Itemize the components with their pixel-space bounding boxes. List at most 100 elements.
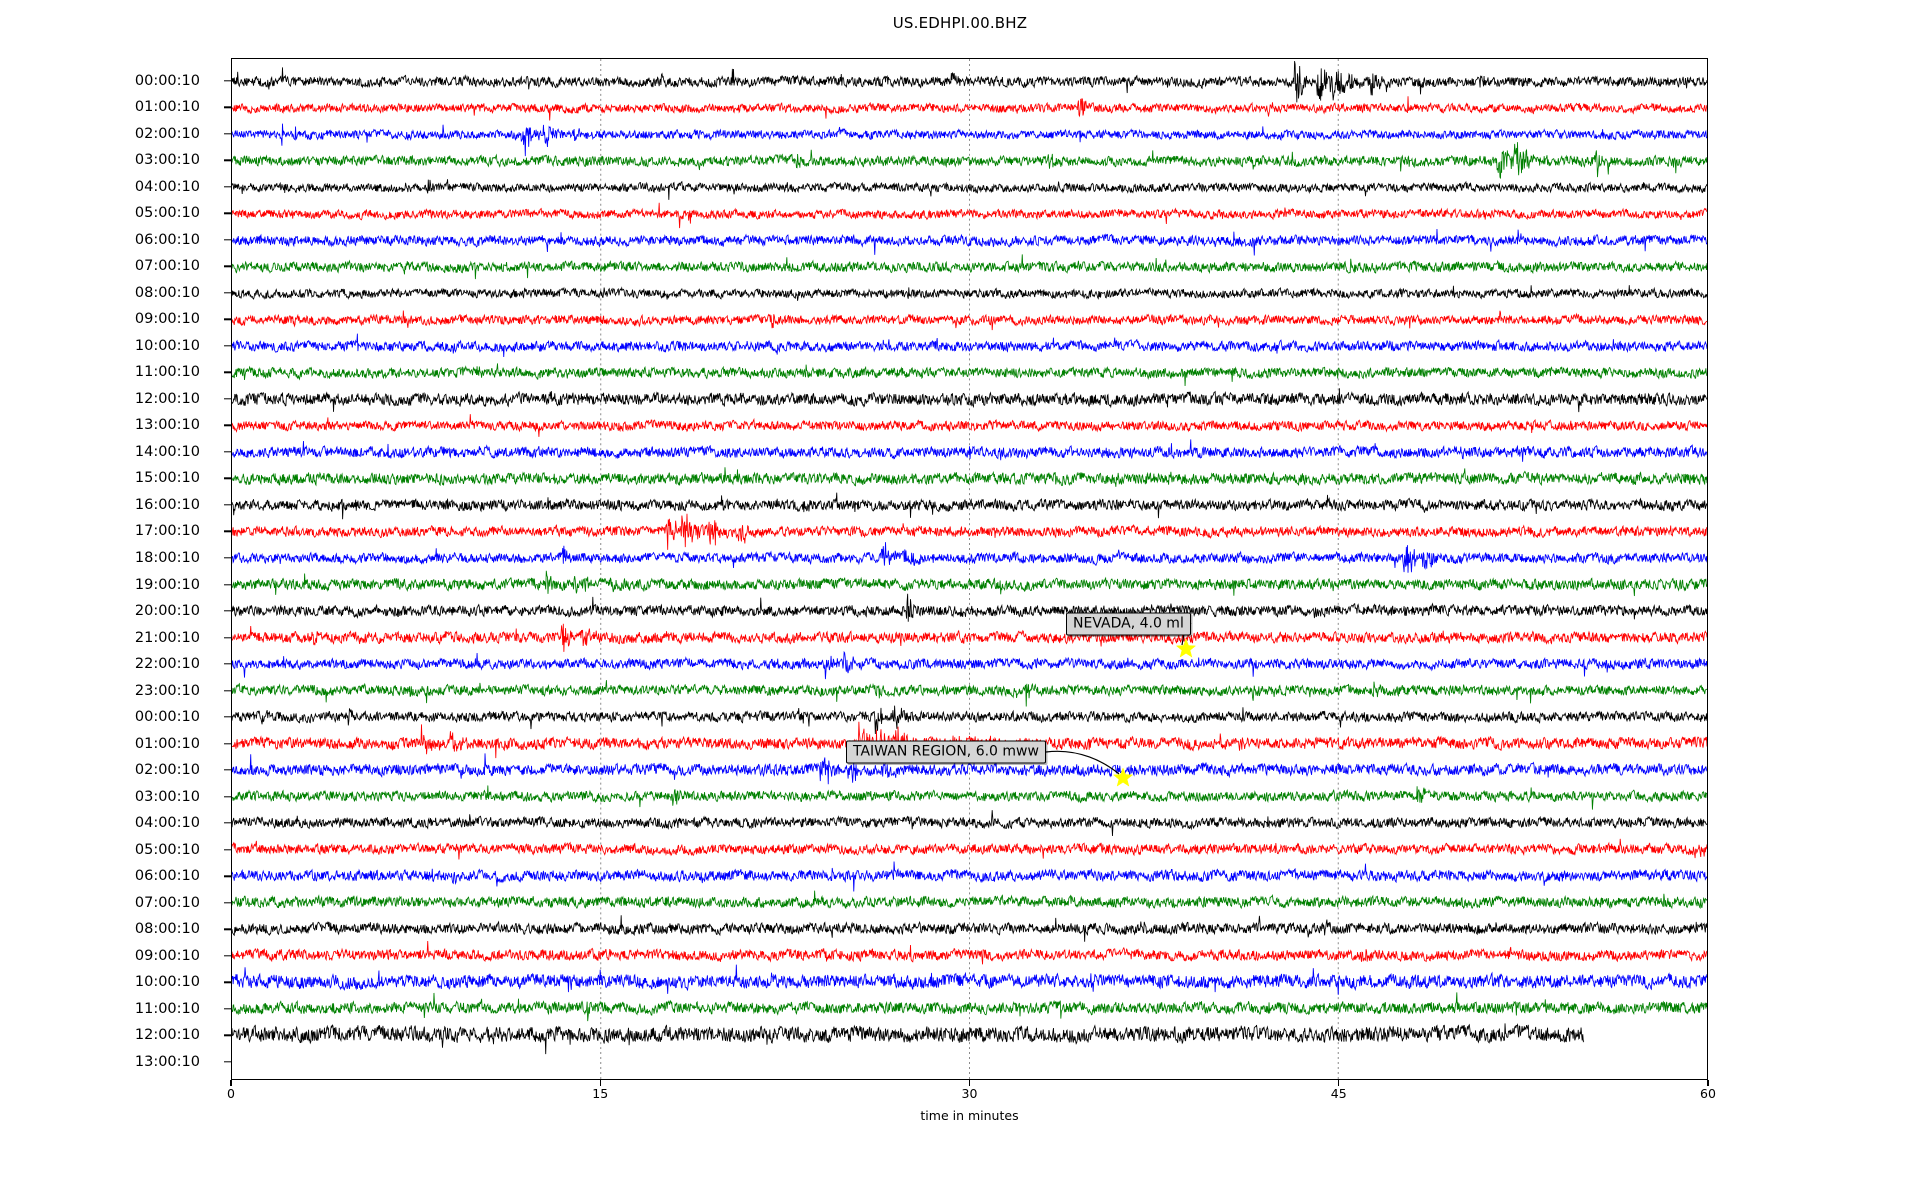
event-annotation-nevada[interactable]: NEVADA, 4.0 ml (1066, 612, 1191, 636)
y-axis-tick-mark (224, 954, 231, 957)
y-axis-tick-label: 06:00:10 (134, 868, 200, 885)
y-axis-tick-mark (224, 689, 231, 692)
x-axis-tick-mark (1707, 1080, 1709, 1086)
seismic-trace (232, 439, 1707, 461)
y-axis-tick-label: 01:00:10 (134, 99, 200, 116)
seismic-trace (232, 285, 1707, 301)
y-axis-tick-label: 11:00:10 (134, 364, 200, 381)
seismic-trace (232, 571, 1707, 596)
y-axis-tick-mark (224, 848, 231, 851)
y-axis-tick-label: 18:00:10 (134, 549, 200, 566)
seismic-trace (232, 722, 1707, 760)
y-axis-tick-mark (224, 1034, 231, 1036)
y-axis-tick-label: 05:00:10 (134, 205, 200, 222)
y-axis-tick-mark (224, 371, 231, 374)
y-axis-tick-label: 00:00:10 (134, 709, 200, 726)
y-axis-tick-mark (224, 610, 231, 612)
y-axis-tick-label: 04:00:10 (134, 815, 200, 832)
y-axis-tick-label: 09:00:10 (134, 947, 200, 964)
y-axis-tick-label: 01:00:10 (134, 735, 200, 752)
y-axis-tick-mark (224, 557, 231, 559)
y-axis-tick-label: 03:00:10 (134, 788, 200, 805)
y-axis-tick-label: 02:00:10 (134, 762, 200, 779)
seismic-trace (232, 680, 1707, 706)
y-axis-tick-label: 05:00:10 (134, 841, 200, 858)
plot-area (231, 58, 1708, 1080)
seismic-trace (232, 388, 1707, 412)
x-axis-tick-mark (599, 1080, 601, 1086)
y-axis-tick-label: 22:00:10 (134, 656, 200, 673)
y-axis-tick-mark (224, 345, 231, 347)
y-axis-tick-mark (224, 636, 231, 639)
y-axis-tick-mark (224, 504, 231, 506)
y-axis-tick-mark (224, 1061, 231, 1063)
seismic-trace (232, 363, 1707, 385)
seismic-trace (232, 142, 1707, 178)
y-axis-tick-mark (224, 1007, 231, 1010)
seismic-trace (232, 1023, 1584, 1054)
y-axis-tick-mark (224, 477, 231, 480)
x-axis-tick-label: 0 (227, 1086, 235, 1101)
x-axis-tick-mark (1338, 1080, 1340, 1086)
y-axis-tick-label: 09:00:10 (134, 311, 200, 328)
seismic-trace (232, 785, 1707, 809)
y-axis-tick-label: 17:00:10 (134, 523, 200, 540)
y-axis-tick-mark (224, 663, 231, 665)
seismic-trace (232, 839, 1707, 860)
seismic-trace (232, 891, 1707, 909)
y-axis-tick-label: 12:00:10 (134, 390, 200, 407)
y-axis-tick-label: 11:00:10 (134, 1000, 200, 1017)
y-axis-tick-mark (224, 318, 231, 321)
seismic-trace (232, 542, 1707, 573)
seismic-trace (232, 61, 1707, 102)
seismic-trace (232, 414, 1707, 437)
y-axis-tick-mark (224, 716, 231, 718)
y-axis-tick-mark (224, 981, 231, 983)
y-axis-tick-label: 03:00:10 (134, 152, 200, 169)
seismic-trace (232, 941, 1707, 964)
y-axis-tick-label: 10:00:10 (134, 974, 200, 991)
y-axis-tick-mark (224, 451, 231, 453)
x-axis-tick-label: 15 (592, 1086, 609, 1101)
seismic-trace (232, 624, 1707, 652)
y-axis-tick-mark (224, 583, 231, 586)
y-axis-tick-mark (224, 239, 231, 241)
y-axis-tick-label: 12:00:10 (134, 1027, 200, 1044)
y-axis-tick-label: 08:00:10 (134, 284, 200, 301)
event-annotation-taiwan[interactable]: TAIWAN REGION, 6.0 mww (846, 740, 1046, 764)
seismic-trace (232, 965, 1707, 995)
y-axis-tick-label: 07:00:10 (134, 894, 200, 911)
y-axis-tick-mark (224, 265, 231, 268)
y-axis-tick-label: 07:00:10 (134, 258, 200, 275)
trace-canvas (232, 59, 1707, 1079)
seismic-trace (232, 203, 1707, 228)
y-axis-tick-mark (224, 292, 231, 294)
y-axis-tick-label: 20:00:10 (134, 603, 200, 620)
x-axis-tick-label: 45 (1330, 1086, 1347, 1101)
y-axis-tick-label: 02:00:10 (134, 125, 200, 142)
seismic-trace (232, 992, 1707, 1021)
seismic-trace (232, 652, 1707, 679)
y-axis-tick-mark (224, 795, 231, 798)
x-axis-tick-mark (230, 1080, 232, 1086)
y-axis-tick-mark (224, 186, 231, 188)
seismic-trace (232, 311, 1707, 331)
y-axis-tick-label: 08:00:10 (134, 921, 200, 938)
y-axis-tick-label: 19:00:10 (134, 576, 200, 593)
y-axis-tick-mark (224, 133, 231, 135)
x-axis-label: time in minutes (920, 1108, 1019, 1123)
seismic-trace (232, 493, 1707, 520)
seismic-trace (232, 706, 1707, 734)
y-axis-tick-mark (224, 424, 231, 427)
x-axis-tick-label: 30 (961, 1086, 978, 1101)
y-axis-tick-label: 04:00:10 (134, 178, 200, 195)
y-axis-tick-mark (224, 742, 231, 745)
x-axis-tick-label: 60 (1700, 1086, 1716, 1101)
y-axis-tick-mark (224, 398, 231, 400)
y-axis-tick-mark (224, 212, 231, 215)
seismic-trace (232, 915, 1707, 941)
y-axis-tick-mark (224, 159, 231, 162)
seismic-trace (232, 229, 1707, 256)
y-axis-tick-label: 21:00:10 (134, 629, 200, 646)
